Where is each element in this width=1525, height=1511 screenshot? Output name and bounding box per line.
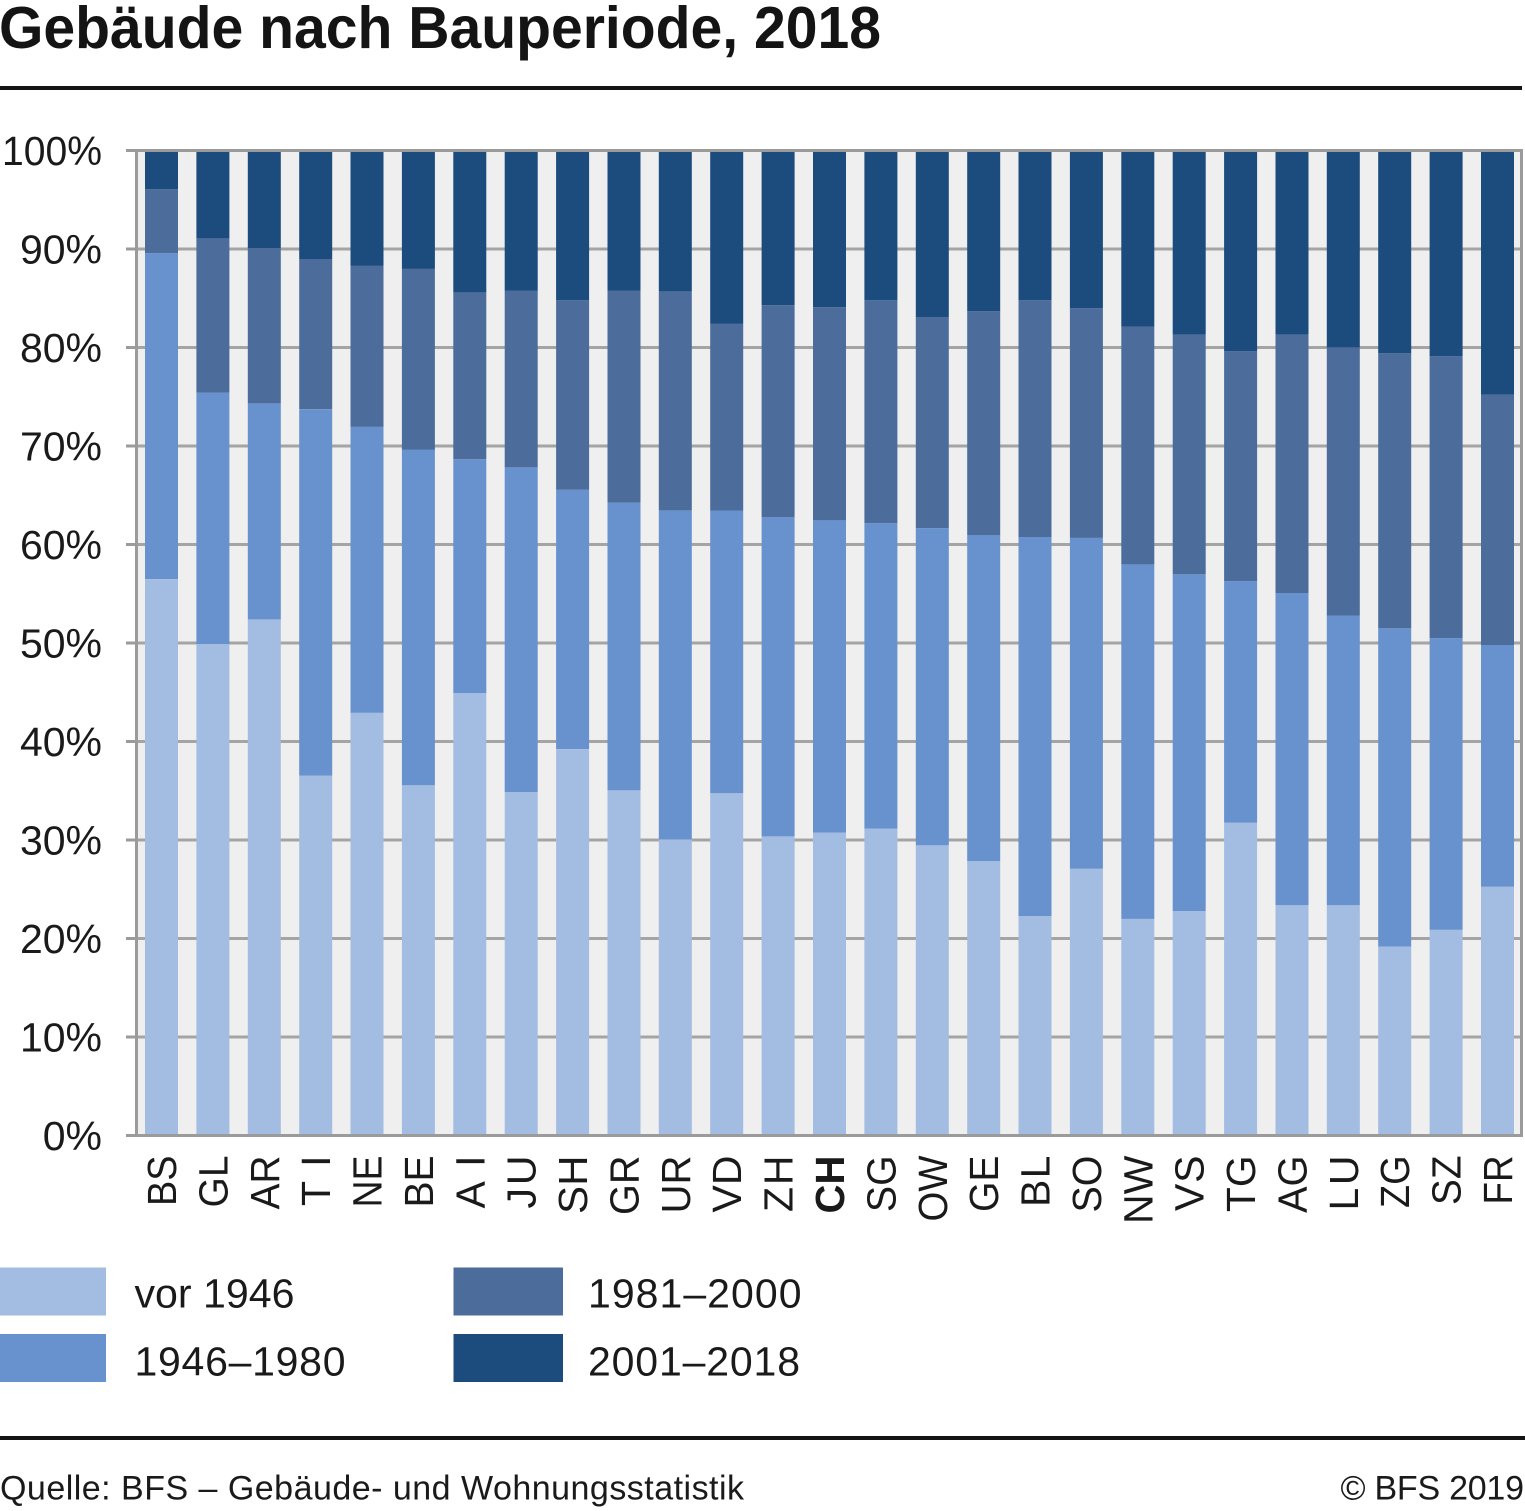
svg-text:AI: AI [447,1156,493,1209]
svg-text:80%: 80% [20,325,102,371]
svg-text:NE: NE [345,1156,391,1208]
svg-text:ZH: ZH [756,1156,802,1213]
svg-text:Gebäude nach Bauperiode, 2018: Gebäude nach Bauperiode, 2018 [0,0,881,61]
svg-text:AR: AR [242,1156,288,1210]
svg-text:SG: SG [858,1156,904,1213]
svg-text:1946–1980: 1946–1980 [135,1339,346,1385]
svg-text:ZG: ZG [1372,1156,1418,1209]
svg-text:30%: 30% [20,818,102,864]
svg-text:OW: OW [910,1155,956,1221]
svg-text:BL: BL [1013,1156,1059,1208]
svg-text:CH: CH [807,1156,853,1214]
svg-text:10%: 10% [20,1015,102,1061]
svg-text:JU: JU [499,1156,545,1209]
svg-text:1981–2000: 1981–2000 [588,1271,802,1317]
svg-text:UR: UR [653,1156,699,1214]
svg-text:GR: GR [602,1156,648,1216]
svg-text:AG: AG [1270,1156,1316,1214]
svg-text:GE: GE [961,1156,1007,1213]
svg-text:vor 1946: vor 1946 [135,1271,295,1317]
svg-text:20%: 20% [20,916,102,962]
svg-text:TG: TG [1218,1156,1264,1213]
svg-text:VD: VD [704,1156,750,1213]
svg-text:NW: NW [1115,1155,1161,1224]
svg-text:LU: LU [1321,1156,1367,1211]
svg-text:0%: 0% [43,1113,102,1159]
svg-text:100%: 100% [2,128,102,174]
svg-text:SO: SO [1064,1156,1110,1213]
svg-text:90%: 90% [20,227,102,273]
svg-text:40%: 40% [20,719,102,765]
svg-text:SH: SH [550,1156,596,1215]
svg-text:Quelle: BFS – Gebäude- und Woh: Quelle: BFS – Gebäude- und Wohnungsstati… [0,1470,745,1508]
svg-text:BS: BS [139,1156,185,1207]
svg-text:VS: VS [1167,1156,1213,1212]
svg-text:50%: 50% [20,621,102,667]
svg-text:BE: BE [396,1156,442,1208]
svg-text:60%: 60% [20,522,102,568]
svg-text:70%: 70% [20,424,102,470]
svg-text:© BFS 2019: © BFS 2019 [1341,1470,1525,1508]
svg-text:2001–2018: 2001–2018 [588,1339,800,1385]
svg-text:GL: GL [190,1156,236,1208]
svg-text:FR: FR [1475,1156,1521,1205]
svg-text:SZ: SZ [1424,1156,1470,1206]
